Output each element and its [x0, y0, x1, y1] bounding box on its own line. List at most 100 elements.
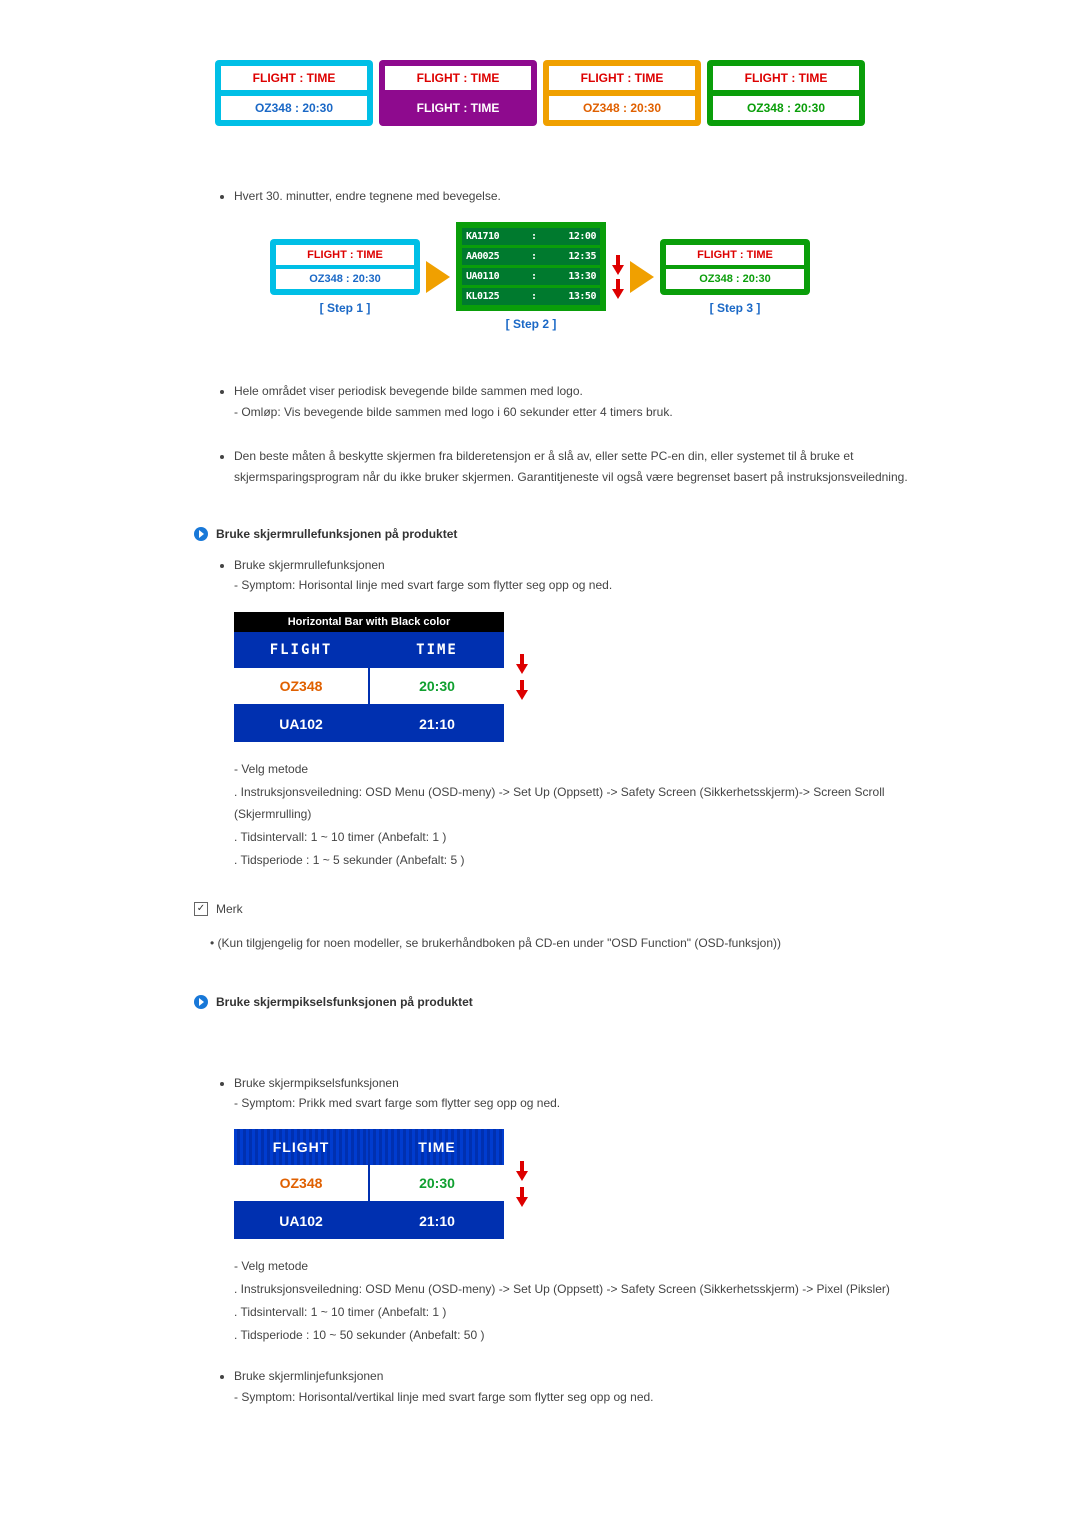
panel-header: FLIGHT : TIME [385, 66, 531, 90]
col-header: FLIGHT [234, 1129, 370, 1165]
cell: : [531, 251, 537, 262]
arrow-right-icon [426, 261, 450, 293]
cell: 20:30 [370, 1165, 504, 1203]
step-label: [ Step 3 ] [660, 301, 810, 315]
text: - Velg metode [234, 758, 910, 781]
text: . Tidsintervall: 1 ~ 10 timer (Anbefalt:… [234, 1301, 910, 1324]
down-arrows [612, 255, 624, 299]
pixel-header: FLIGHT TIME [234, 1129, 504, 1165]
arrow-down-icon [516, 664, 528, 674]
cell: : [531, 231, 537, 242]
arrow-down-icon [516, 690, 528, 700]
bullet-icon [194, 995, 208, 1009]
step-value: OZ348 : 20:30 [276, 269, 414, 289]
cell: 12:00 [568, 231, 596, 242]
diagram-table: Horizontal Bar with Black color FLIGHT T… [234, 612, 504, 742]
panel-purple: FLIGHT : TIME FLIGHT : TIME [379, 60, 537, 126]
bullet-list: Hvert 30. minutter, endre tegnene med be… [170, 186, 910, 206]
text: - Velg metode [234, 1255, 910, 1278]
section-header: Bruke skjermpikselsfunksjonen på produkt… [170, 995, 910, 1009]
panel-green: FLIGHT : TIME OZ348 : 20:30 [707, 60, 865, 126]
document-content: FLIGHT : TIME OZ348 : 20:30 FLIGHT : TIM… [170, 60, 910, 1407]
cell: 13:30 [568, 271, 596, 282]
panel-cyan: FLIGHT : TIME OZ348 : 20:30 [215, 60, 373, 126]
down-arrows [516, 1161, 528, 1207]
text: . Tidsperiode : 10 ~ 50 sekunder (Anbefa… [234, 1324, 910, 1347]
text: Bruke skjermpikselsfunksjonen [234, 1076, 399, 1090]
text: Bruke skjermlinjefunksjonen [234, 1369, 383, 1383]
bullet-list: Bruke skjermpikselsfunksjonen - Symptom:… [170, 1073, 910, 1114]
step-value: OZ348 : 20:30 [666, 269, 804, 289]
step-1: FLIGHT : TIME OZ348 : 20:30 [ Step 1 ] [270, 239, 420, 315]
panel-orange: FLIGHT : TIME OZ348 : 20:30 [543, 60, 701, 126]
bullet-item: Den beste måten å beskytte skjermen fra … [234, 446, 910, 487]
panel-header: FLIGHT : TIME [713, 66, 859, 90]
method-block: - Velg metode . Instruksjonsveiledning: … [170, 1255, 910, 1346]
bullet-list: Bruke skjermlinjefunksjonen - Symptom: H… [170, 1366, 910, 1407]
cell: AA0025 [466, 251, 499, 262]
note-text: (Kun tilgjengelig for noen modeller, se … [210, 932, 910, 955]
color-panel-row: FLIGHT : TIME OZ348 : 20:30 FLIGHT : TIM… [170, 60, 910, 126]
text: - Symptom: Horisontal/vertikal linje med… [234, 1390, 654, 1404]
bullet-list: Hele området viser periodisk bevegende b… [170, 381, 910, 422]
cell: OZ348 [234, 1165, 370, 1203]
note-list: (Kun tilgjengelig for noen modeller, se … [170, 932, 910, 955]
section-header: Bruke skjermrullefunksjonen på produktet [170, 527, 910, 541]
text: - Symptom: Prikk med svart farge som fly… [234, 1096, 560, 1110]
step-label: [ Step 1 ] [270, 301, 420, 315]
cell: KA1710 [466, 231, 499, 242]
step-header: FLIGHT : TIME [276, 245, 414, 265]
pixel-diagram: FLIGHT TIME OZ348 20:30 UA102 21:10 [234, 1129, 910, 1239]
cell: : [531, 291, 537, 302]
cell: UA102 [234, 706, 370, 742]
bullet-list: Bruke skjermrullefunksjonen - Symptom: H… [170, 555, 910, 596]
step-mid-panel: KA1710: 12:00 AA0025: 12:35 UA0110: 13:30 K… [456, 222, 606, 311]
cell: 20:30 [370, 668, 504, 706]
text: . Instruksjonsveiledning: OSD Menu (OSD-… [234, 1278, 910, 1301]
step-2: KA1710: 12:00 AA0025: 12:35 UA0110: 13:30 K… [456, 222, 606, 331]
bullet-item: Hvert 30. minutter, endre tegnene med be… [234, 186, 910, 206]
text: - Symptom: Horisontal linje med svart fa… [234, 578, 612, 592]
text: Bruke skjermrullefunksjonen [234, 558, 385, 572]
panel-value: OZ348 : 20:30 [221, 96, 367, 120]
arrow-down-icon [612, 265, 624, 275]
bullet-item: Bruke skjermlinjefunksjonen - Symptom: H… [234, 1366, 910, 1407]
bullet-icon [194, 527, 208, 541]
cell: UA0110 [466, 271, 499, 282]
step-label: [ Step 2 ] [456, 317, 606, 331]
method-block: - Velg metode . Instruksjonsveiledning: … [170, 758, 910, 872]
section-title: Bruke skjermpikselsfunksjonen på produkt… [216, 995, 473, 1009]
bullet-item: Bruke skjermrullefunksjonen - Symptom: H… [234, 555, 910, 596]
cell: 21:10 [370, 706, 504, 742]
note-label: Merk [216, 902, 243, 916]
cell: OZ348 [234, 668, 370, 706]
cell: 12:35 [568, 251, 596, 262]
panel-value: OZ348 : 20:30 [549, 96, 695, 120]
step-3: FLIGHT : TIME OZ348 : 20:30 [ Step 3 ] [660, 239, 810, 315]
step-row: FLIGHT : TIME OZ348 : 20:30 [ Step 1 ] K… [170, 222, 910, 331]
diagram-bar: Horizontal Bar with Black color [234, 612, 504, 632]
bullet-item: Bruke skjermpikselsfunksjonen - Symptom:… [234, 1073, 910, 1114]
col-header: FLIGHT [234, 632, 370, 668]
panel-value: OZ348 : 20:30 [713, 96, 859, 120]
arrow-down-icon [516, 1171, 528, 1181]
text: . Tidsintervall: 1 ~ 10 timer (Anbefalt:… [234, 826, 910, 849]
section-title: Bruke skjermrullefunksjonen på produktet [216, 527, 457, 541]
col-header: TIME [370, 632, 504, 668]
text: . Tidsperiode : 1 ~ 5 sekunder (Anbefalt… [234, 849, 910, 872]
scroll-diagram: Horizontal Bar with Black color FLIGHT T… [234, 612, 910, 742]
checkbox-icon: ✓ [194, 902, 208, 916]
cell: : [531, 271, 537, 282]
arrow-right-icon [630, 261, 654, 293]
cell: UA102 [234, 1203, 370, 1239]
panel-value: FLIGHT : TIME [385, 96, 531, 120]
bullet-item: Hele området viser periodisk bevegende b… [234, 381, 910, 422]
down-arrows [516, 654, 528, 700]
text: TIME [418, 1139, 455, 1155]
panel-header: FLIGHT : TIME [549, 66, 695, 90]
cell: KL0125 [466, 291, 499, 302]
cell: 21:10 [370, 1203, 504, 1239]
bullet-list: Den beste måten å beskytte skjermen fra … [170, 446, 910, 487]
text: FLIGHT [273, 1139, 330, 1155]
arrow-down-icon [516, 1197, 528, 1207]
